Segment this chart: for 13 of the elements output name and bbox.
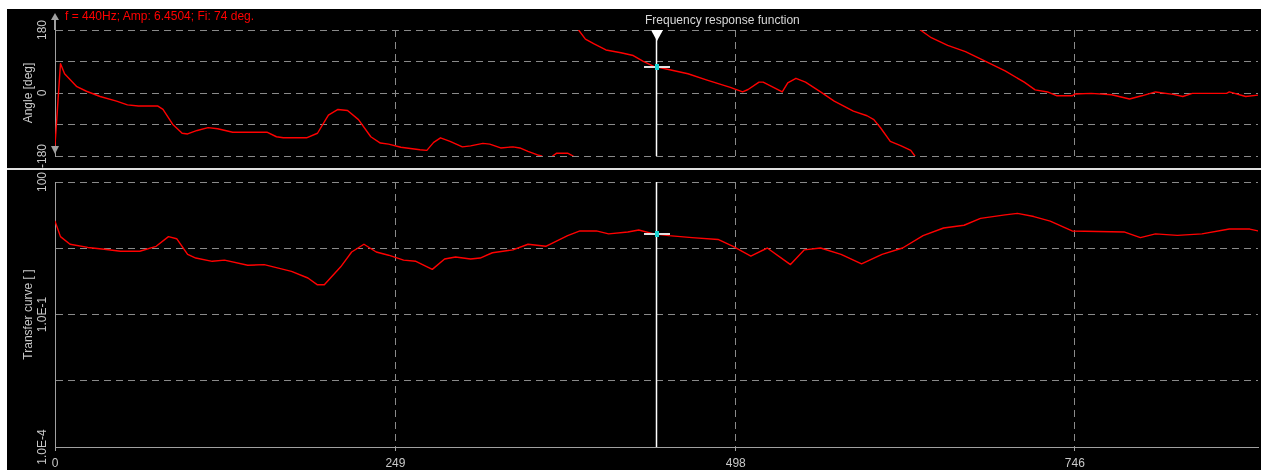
- y-axis-title: Angle [deg]: [20, 62, 35, 124]
- y-tick-label: -180: [35, 143, 50, 169]
- y-axis-title: Transfer curve [ ]: [20, 269, 35, 360]
- text: f = 440Hz; Amp: 6.4504; Fi: 74 deg.: [65, 9, 255, 23]
- y-tick-label: 0: [35, 89, 50, 97]
- x-tick-label: 249: [385, 455, 406, 470]
- x-tick-label: 498: [725, 455, 747, 470]
- y-tick-label: 180: [35, 19, 50, 41]
- y-tick-label: 1.0E-1: [35, 296, 50, 333]
- x-tick-label: 746: [1064, 455, 1086, 470]
- y-tick-label: 1.0E-4: [35, 429, 50, 465]
- chart-title: Frequency response function: [645, 13, 800, 27]
- y-tick-label: 100: [35, 171, 50, 193]
